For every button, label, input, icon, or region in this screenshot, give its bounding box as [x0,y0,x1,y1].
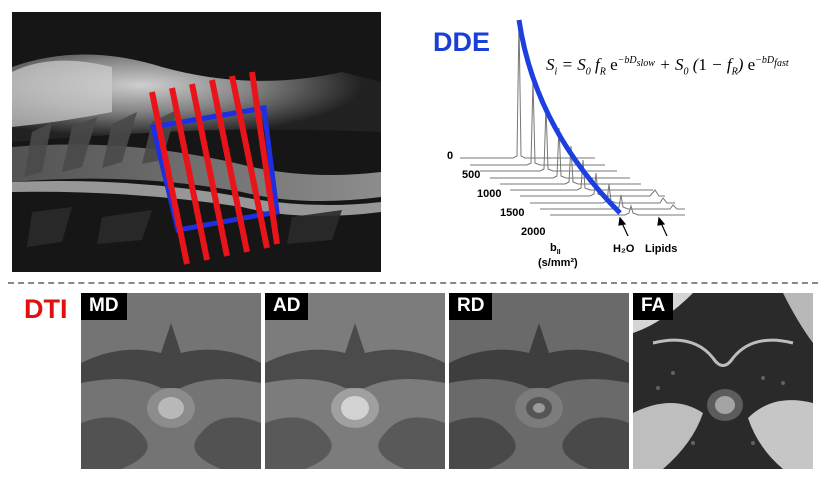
dti-panel-ad: AD [265,293,445,469]
b-axis-units: (s/mm²) [538,257,578,269]
dti-panel-fa: FA [633,293,813,469]
dti-panel-rd: RD [449,293,629,469]
b-value-1000: 1000 [477,188,502,200]
b-value-0: 0 [447,150,454,162]
section-divider [8,282,818,284]
slice-lines [149,71,280,265]
dti-title: DTI [24,294,68,324]
dti-panel-md: MD [81,293,261,469]
voxel-box [149,105,280,233]
dde-title: DDE [433,27,491,57]
b-value-1500: 1500 [500,207,525,219]
rd-map-drawing [449,293,629,469]
dde-spectra-plot [460,19,685,237]
b-value-500: 500 [462,169,481,181]
spectra-traces [460,19,685,216]
decay-curve [516,19,622,215]
md-map-drawing [81,293,261,469]
peak-label-water: H₂O [613,243,635,255]
peak-arrows [618,216,668,237]
ad-map-drawing [265,293,445,469]
dde-equation: Si = S0 fR e−bDslow + S0 (1 − fR) e−bDfa… [546,55,789,78]
dti-label-fa: FA [633,293,674,320]
dti-label-md: MD [81,293,127,320]
dti-label-rd: RD [449,293,493,320]
sagittal-mri-drawing [12,12,381,272]
b-value-2000: 2000 [521,226,546,238]
b-axis-label: bII [550,242,561,257]
sagittal-mri-image [12,12,381,272]
peak-label-lipids: Lipids [645,243,678,255]
dti-label-ad: AD [265,293,309,320]
